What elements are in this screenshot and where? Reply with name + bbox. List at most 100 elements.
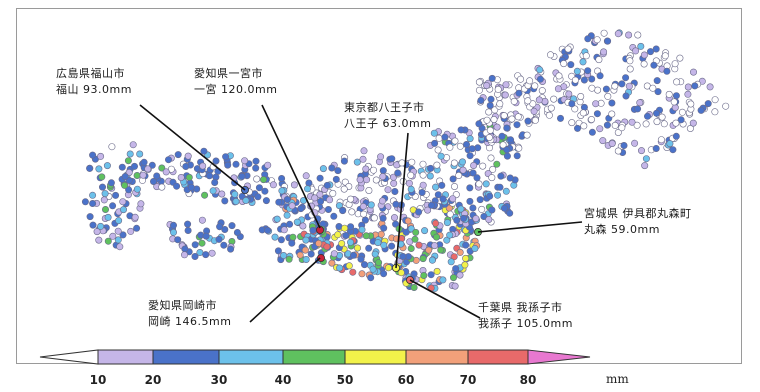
station-dot-hokkaido [599,137,607,145]
station-dot-kinki [283,211,291,219]
station-dot-chubu_north [407,185,415,193]
station-dot-hokkaido [524,97,532,105]
station-dot-chugoku [165,156,173,164]
station-dot-tohoku_north [503,124,511,132]
callout-okazaki: 愛知県岡崎市 岡崎 146.5mm [148,298,231,330]
station-dot-kyushu [114,236,122,244]
station-dot-chubu_north [360,210,368,218]
station-dot-chubu_north [356,176,364,184]
station-dot-kyushu [108,143,116,151]
station-dot-chugoku [212,157,220,165]
station-dot-kinki [280,226,288,234]
station-dot-chugoku [206,172,214,180]
station-dot-kinki [277,236,285,244]
station-dot-kyushu [139,171,147,179]
station-dot-chugoku [238,172,246,180]
station-dot-hokkaido [547,104,555,112]
station-dot-chubu_south [323,243,331,251]
station-dot-hokkaido [571,105,579,113]
station-dot-hokkaido [697,106,705,114]
station-dot-shikoku [170,228,178,236]
station-dot-hokkaido [671,60,679,68]
station-dot-chugoku [259,176,267,184]
station-dot-chubu_north [324,206,332,214]
station-dot-chubu_north [378,197,386,205]
station-dot-hokkaido [577,93,585,101]
station-dot-hokkaido [555,72,563,80]
station-dot-kanto [415,241,423,249]
legend-tick-60: 60 [397,373,415,387]
station-dot-chubu_south [365,244,373,252]
station-dot-shikoku [184,220,192,228]
station-dot-hokkaido [565,90,573,98]
station-dot-chubu_north [326,196,334,204]
station-dot-tohoku_north [483,82,491,90]
station-dot-kyushu [109,232,117,240]
station-dot-hokkaido [684,90,692,98]
station-dot-chubu_north [328,164,336,172]
station-dot-chugoku [177,174,185,182]
station-dot-hokkaido [684,83,692,91]
station-dot-hokkaido [608,110,616,118]
station-dot-tohoku_south [459,166,467,174]
station-dot-kyushu [104,213,112,221]
station-dot-tohoku_south [506,174,514,182]
station-dot-hokkaido [614,147,622,155]
station-dot-kinki [302,236,310,244]
legend-tick-30: 30 [210,373,228,387]
station-dot-chubu_north [419,181,427,189]
callout-abiko-value: 我孫子 105.0mm [478,317,573,330]
station-dot-tohoku_south [503,152,511,160]
station-dot-tohoku_south [458,158,466,166]
station-dot-kinki [283,196,291,204]
station-dot-kyushu [102,206,110,214]
station-dot-hokkaido [588,75,596,83]
station-dot-chubu_south [349,268,357,276]
station-dot-chubu_north [302,172,310,180]
station-dot-hokkaido [582,52,590,60]
station-dot-shikoku [220,241,228,249]
leader-okazaki [249,257,321,323]
station-dot-hokkaido [706,83,714,91]
leader-hachioji [395,132,409,269]
station-dot-tohoku_north [494,85,502,93]
station-dot-chubu_south [377,230,385,238]
station-dot-kinki [302,255,310,263]
station-dot-shikoku [233,229,241,237]
leader-fukuyama [139,104,246,191]
station-dot-chubu_south [328,259,336,267]
station-dot-hokkaido [666,140,674,148]
station-dot-hokkaido [671,104,679,112]
station-dot-chubu_north [347,195,355,203]
station-dot-chubu_north [316,174,324,182]
station-dot-chubu_north [370,214,378,222]
station-dot-kanto [439,276,447,284]
station-dot-chugoku [200,147,208,155]
station-dot-hokkaido [660,120,668,128]
station-dot-kanto [412,228,420,236]
station-dot-tohoku_north [508,115,516,123]
station-dot-kyushu [100,196,108,204]
station-dot-kanto [428,256,436,264]
station-dot-hokkaido [642,120,650,128]
station-dot-chubu_north [360,147,368,155]
station-dot-kyushu [95,165,103,173]
station-dot-chubu_north [379,167,387,175]
station-dot-kanto [447,258,455,266]
station-dot-kanto [410,283,418,291]
station-dot-hokkaido [593,110,601,118]
station-dot-tohoku_south [466,184,474,192]
station-dot-chubu_north [372,176,380,184]
station-dot-kanto [404,217,412,225]
station-dot-hokkaido [580,76,588,84]
station-dot-kinki [264,226,272,234]
station-dot-hokkaido [603,121,611,129]
station-dot-kyushu [89,191,97,199]
station-dot-chubu_north [388,155,396,163]
station-dot-tohoku_south [430,129,438,137]
station-dot-kanto [462,254,470,262]
legend-arrow-low [39,349,99,365]
station-dot-kanto [399,253,407,261]
station-dot-hokkaido [545,111,553,119]
station-dot-tohoku_south [488,206,496,214]
